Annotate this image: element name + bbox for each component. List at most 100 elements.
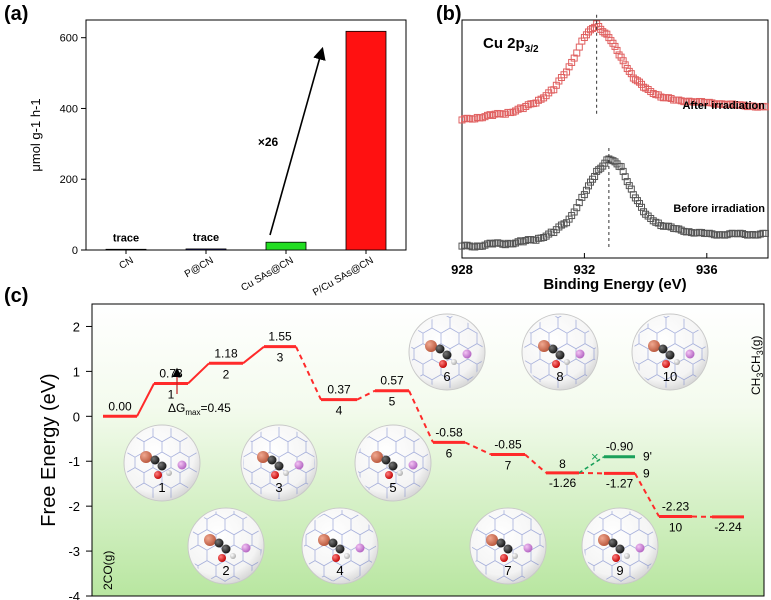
structure-9: 9 xyxy=(581,507,659,585)
xps-point xyxy=(619,167,627,175)
connector xyxy=(524,453,547,474)
energy-value-label: -1.26 xyxy=(549,476,577,490)
structure-label: 8 xyxy=(556,369,563,384)
panel-a-bar-chart: 0 200 400 600 CN P@CN Cu SAs@CN P/Cu SAs@CN tr… xyxy=(28,19,407,299)
bar-2 xyxy=(265,241,307,251)
c-atom xyxy=(496,538,506,548)
c-atom xyxy=(328,538,338,548)
y-tick-label: -1 xyxy=(68,454,80,469)
structure-label: 3 xyxy=(275,480,282,495)
c-atom xyxy=(435,344,445,354)
xps-point xyxy=(640,83,648,91)
step-id-label: 1 xyxy=(168,388,175,402)
structure-5: 5 xyxy=(354,424,432,502)
xps-point xyxy=(607,156,615,164)
c-atom xyxy=(442,350,452,360)
structure-label: 5 xyxy=(389,480,396,495)
xps-point xyxy=(615,51,623,59)
energy-value-label: 1.55 xyxy=(268,330,292,344)
panel-label-c: (c) xyxy=(4,285,28,307)
y-tick-label: 0 xyxy=(72,245,78,257)
panel-a-y-axis: 0 200 400 600 xyxy=(60,33,86,257)
panel-label-a: (a) xyxy=(4,3,28,25)
h-atom xyxy=(451,359,457,365)
structure-8: 8 xyxy=(521,313,599,391)
xps-point xyxy=(638,203,646,211)
xps-point xyxy=(761,103,769,111)
p-atom xyxy=(355,543,365,553)
c-atom xyxy=(335,544,345,554)
c-atom xyxy=(221,544,231,554)
bar-0 xyxy=(105,248,147,251)
energy-value-label: -0.58 xyxy=(435,425,463,439)
h-atom xyxy=(344,553,350,559)
structure-1: 1 xyxy=(123,424,201,502)
structure-label: 9 xyxy=(616,563,623,578)
legend-before-irradiation: Before irradiation xyxy=(673,203,765,215)
panel-label-b: (b) xyxy=(436,3,462,25)
energy-value-label: -0.85 xyxy=(494,437,522,451)
bar-value-label: trace xyxy=(193,232,219,244)
xps-point xyxy=(595,166,603,174)
connector xyxy=(136,383,155,417)
c-atom xyxy=(150,455,160,465)
xps-point xyxy=(625,67,633,75)
c-atom xyxy=(503,544,513,554)
structure-3: 3 xyxy=(240,424,318,502)
step-id-label: 4 xyxy=(336,404,343,418)
connector xyxy=(356,389,376,401)
connector xyxy=(187,362,210,385)
panel-a-bar-labels: trace trace xyxy=(113,232,219,244)
xps-point xyxy=(613,46,621,54)
legend-after-irradiation: After irradiation xyxy=(682,100,765,112)
xps-point xyxy=(761,229,769,237)
step-id-label: 10 xyxy=(669,520,683,534)
p-atom xyxy=(241,543,251,553)
y-tick-label: 1 xyxy=(73,364,80,379)
c-atom xyxy=(608,538,618,548)
y-tick-label: -2 xyxy=(68,499,80,514)
xps-point xyxy=(635,78,643,86)
energy-value-label: -1.27 xyxy=(606,476,634,490)
energy-value-label: 0.00 xyxy=(108,399,132,413)
structure-label: 2 xyxy=(222,563,229,578)
y-tick-label: -3 xyxy=(68,544,80,559)
structure-6: 6 xyxy=(408,313,486,391)
connector-branch xyxy=(578,456,605,474)
panel-b-title: Cu 2p3/2 xyxy=(483,35,539,55)
h-atom xyxy=(512,553,518,559)
h-atom xyxy=(397,470,403,476)
structure-4: 4 xyxy=(301,507,379,585)
y-tick-label: 0 xyxy=(73,409,80,424)
step-id-label: 5 xyxy=(389,395,396,409)
xps-point xyxy=(635,200,643,208)
p-atom xyxy=(575,349,585,359)
energy-connectors xyxy=(136,345,713,518)
xps-point xyxy=(619,57,627,65)
o-atom xyxy=(332,554,340,562)
c-atom xyxy=(274,461,284,471)
o-atom xyxy=(154,471,162,479)
xps-point xyxy=(621,173,629,181)
xps-point xyxy=(597,25,605,33)
x-tick-label: 932 xyxy=(574,262,596,277)
xps-point xyxy=(621,61,629,69)
structure-label: 4 xyxy=(336,563,343,578)
y-tick-label: -4 xyxy=(68,589,80,600)
x-tick-label: P/Cu SAs@CN xyxy=(311,255,375,299)
cu-atom xyxy=(538,340,550,352)
h-atom xyxy=(283,470,289,476)
energy-value-label: 0.73 xyxy=(159,367,183,381)
h-atom xyxy=(564,359,570,365)
cu-atom xyxy=(204,534,216,546)
cu-atom xyxy=(140,451,152,463)
xps-point xyxy=(591,173,599,181)
energy-value-label: -2.23 xyxy=(662,499,690,513)
xps-point xyxy=(611,158,619,166)
cu-atom xyxy=(371,451,383,463)
y-tick-label: 200 xyxy=(60,174,78,186)
panel-b-xps-chart: 928 932 936 Cu 2p3/2 After irradiation Bef… xyxy=(451,14,769,293)
energy-value-label: 0.57 xyxy=(380,374,404,388)
blocked-path-marker: × xyxy=(591,449,599,464)
bar-1 xyxy=(185,248,227,251)
